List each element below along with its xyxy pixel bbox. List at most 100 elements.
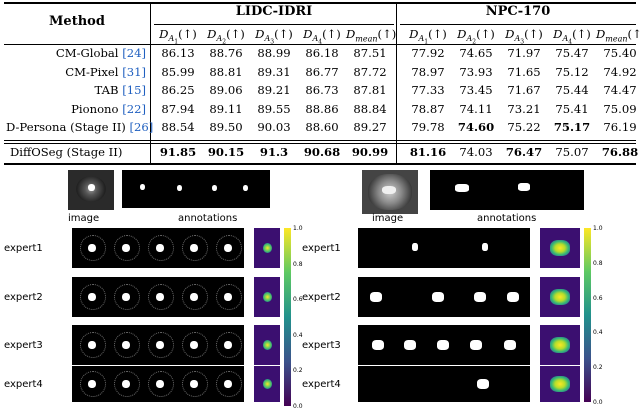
col-d-symbol: D bbox=[553, 27, 563, 41]
table-cell: 87.72 bbox=[353, 64, 387, 79]
colorbar-tick: 0.6 bbox=[593, 294, 603, 302]
column-header: Dmean(↑) bbox=[596, 27, 640, 46]
lidc-expert-samples bbox=[72, 325, 244, 365]
table-cell: 89.21 bbox=[257, 83, 291, 98]
row-method: D-Persona (Stage II) [26] bbox=[6, 120, 154, 135]
col-arrow: (↑) bbox=[428, 27, 447, 41]
col-a-symbol: A bbox=[168, 34, 175, 44]
final-row-method: DiffOSeg (Stage II) bbox=[10, 145, 123, 159]
column-header: DA4(↑) bbox=[298, 27, 346, 50]
table-cell: 75.22 bbox=[507, 120, 541, 135]
col-arrow: (↑) bbox=[377, 27, 397, 41]
table-cell: 75.40 bbox=[603, 46, 637, 60]
citation-link[interactable]: [22] bbox=[122, 101, 146, 116]
table-cell: 74.65 bbox=[459, 46, 493, 60]
table-cell: 86.73 bbox=[305, 83, 339, 98]
colorbar-tick: 0.8 bbox=[593, 259, 603, 267]
final-row-cell: 76.88 bbox=[601, 145, 639, 159]
final-row-cell: 90.15 bbox=[207, 145, 245, 159]
npc-colorbar bbox=[584, 228, 591, 402]
lidc-colorbar bbox=[284, 228, 291, 406]
final-row-cell: 90.68 bbox=[303, 145, 341, 159]
column-header: DA3(↑) bbox=[500, 27, 548, 50]
col-index: 1 bbox=[424, 38, 429, 46]
lidc-uncertainty-map bbox=[254, 366, 280, 402]
col-index: 4 bbox=[318, 38, 323, 46]
table-cell: 75.41 bbox=[555, 101, 589, 116]
table-cell: 89.06 bbox=[209, 83, 243, 98]
col-subscript: mean bbox=[355, 34, 377, 43]
npc-expert-label: expert4 bbox=[302, 379, 341, 390]
method-name: TAB bbox=[94, 83, 123, 98]
npc-expert-samples bbox=[358, 228, 530, 268]
method-name: D-Persona (Stage II) bbox=[6, 120, 130, 135]
col-subscript: A4 bbox=[562, 34, 572, 46]
lidc-expert-label: expert2 bbox=[4, 292, 43, 303]
table-cell: 88.81 bbox=[209, 64, 243, 79]
col-subscript: A2 bbox=[466, 34, 476, 46]
final-row-cell: 75.07 bbox=[555, 145, 589, 159]
header-rule bbox=[4, 44, 636, 45]
column-header: DA2(↑) bbox=[202, 27, 250, 50]
lidc-expert-samples bbox=[72, 366, 244, 402]
column-header: DA4(↑) bbox=[548, 27, 596, 50]
citation-link[interactable]: [31] bbox=[122, 64, 146, 79]
col-a-symbol: A bbox=[562, 34, 569, 44]
mid-rule-1 bbox=[4, 140, 636, 141]
table-cell: 73.93 bbox=[459, 64, 493, 79]
column-divider-2 bbox=[396, 4, 397, 163]
colorbar-tick: 0.0 bbox=[593, 399, 603, 406]
lidc-expert-samples bbox=[72, 228, 244, 268]
colorbar-tick: 0.4 bbox=[293, 331, 303, 339]
method-header: Method bbox=[49, 14, 105, 29]
col-a-symbol: A bbox=[312, 34, 319, 44]
table-cell: 87.81 bbox=[353, 83, 387, 98]
table-cell: 87.51 bbox=[353, 46, 387, 60]
citation-link[interactable]: [26] bbox=[129, 120, 154, 135]
col-d-symbol: D bbox=[207, 27, 217, 41]
lidc-uncertainty-map bbox=[254, 325, 280, 365]
lidc-underline bbox=[154, 24, 394, 25]
table-cell: 77.92 bbox=[411, 46, 445, 60]
table-cell: 77.33 bbox=[411, 83, 445, 98]
colorbar-tick: 0.6 bbox=[293, 296, 303, 304]
final-row-cell: 81.16 bbox=[409, 145, 447, 159]
citation-link[interactable]: [24] bbox=[122, 46, 146, 60]
table-cell: 78.97 bbox=[411, 64, 445, 79]
table-cell: 75.12 bbox=[555, 64, 589, 79]
col-d-symbol: D bbox=[457, 27, 467, 41]
citation-link[interactable]: [15] bbox=[122, 83, 146, 98]
col-mean: mean bbox=[355, 34, 378, 44]
lidc-uncertainty-map bbox=[254, 228, 280, 268]
lidc-expert-samples bbox=[72, 277, 244, 317]
final-row-cell: 90.99 bbox=[351, 145, 389, 159]
top-rule bbox=[4, 2, 636, 4]
lidc-annotations-label: annotations bbox=[178, 213, 238, 224]
column-divider-1 bbox=[150, 4, 151, 163]
colorbar-tick: 0.8 bbox=[293, 260, 303, 268]
col-subscript: A4 bbox=[312, 34, 323, 46]
table-cell: 75.17 bbox=[553, 120, 591, 135]
final-row-cell: 76.47 bbox=[505, 145, 543, 159]
table-cell: 74.60 bbox=[457, 120, 495, 135]
col-d-symbol: D bbox=[303, 27, 313, 41]
lidc-expert-label: expert3 bbox=[4, 340, 43, 351]
npc-expert-label: expert1 bbox=[302, 243, 341, 254]
table-cell: 74.11 bbox=[459, 101, 493, 116]
table-cell: 76.19 bbox=[603, 120, 637, 135]
final-row-cell: 91.85 bbox=[159, 145, 197, 159]
col-index: 2 bbox=[222, 38, 227, 46]
table-cell: 73.45 bbox=[459, 83, 493, 98]
table-cell: 88.84 bbox=[353, 101, 387, 116]
table-cell: 86.77 bbox=[305, 64, 339, 79]
col-d-symbol: D bbox=[159, 27, 169, 41]
npc-uncertainty-map bbox=[540, 228, 580, 268]
npc-uncertainty-map bbox=[540, 325, 580, 365]
table-cell: 85.99 bbox=[161, 64, 195, 79]
col-arrow: (↑) bbox=[178, 27, 197, 41]
table-cell: 88.99 bbox=[257, 46, 291, 60]
table-cell: 78.87 bbox=[411, 101, 445, 116]
npc-expert-samples bbox=[358, 366, 530, 402]
table-cell: 88.86 bbox=[305, 101, 339, 116]
col-arrow: (↑) bbox=[627, 27, 640, 41]
